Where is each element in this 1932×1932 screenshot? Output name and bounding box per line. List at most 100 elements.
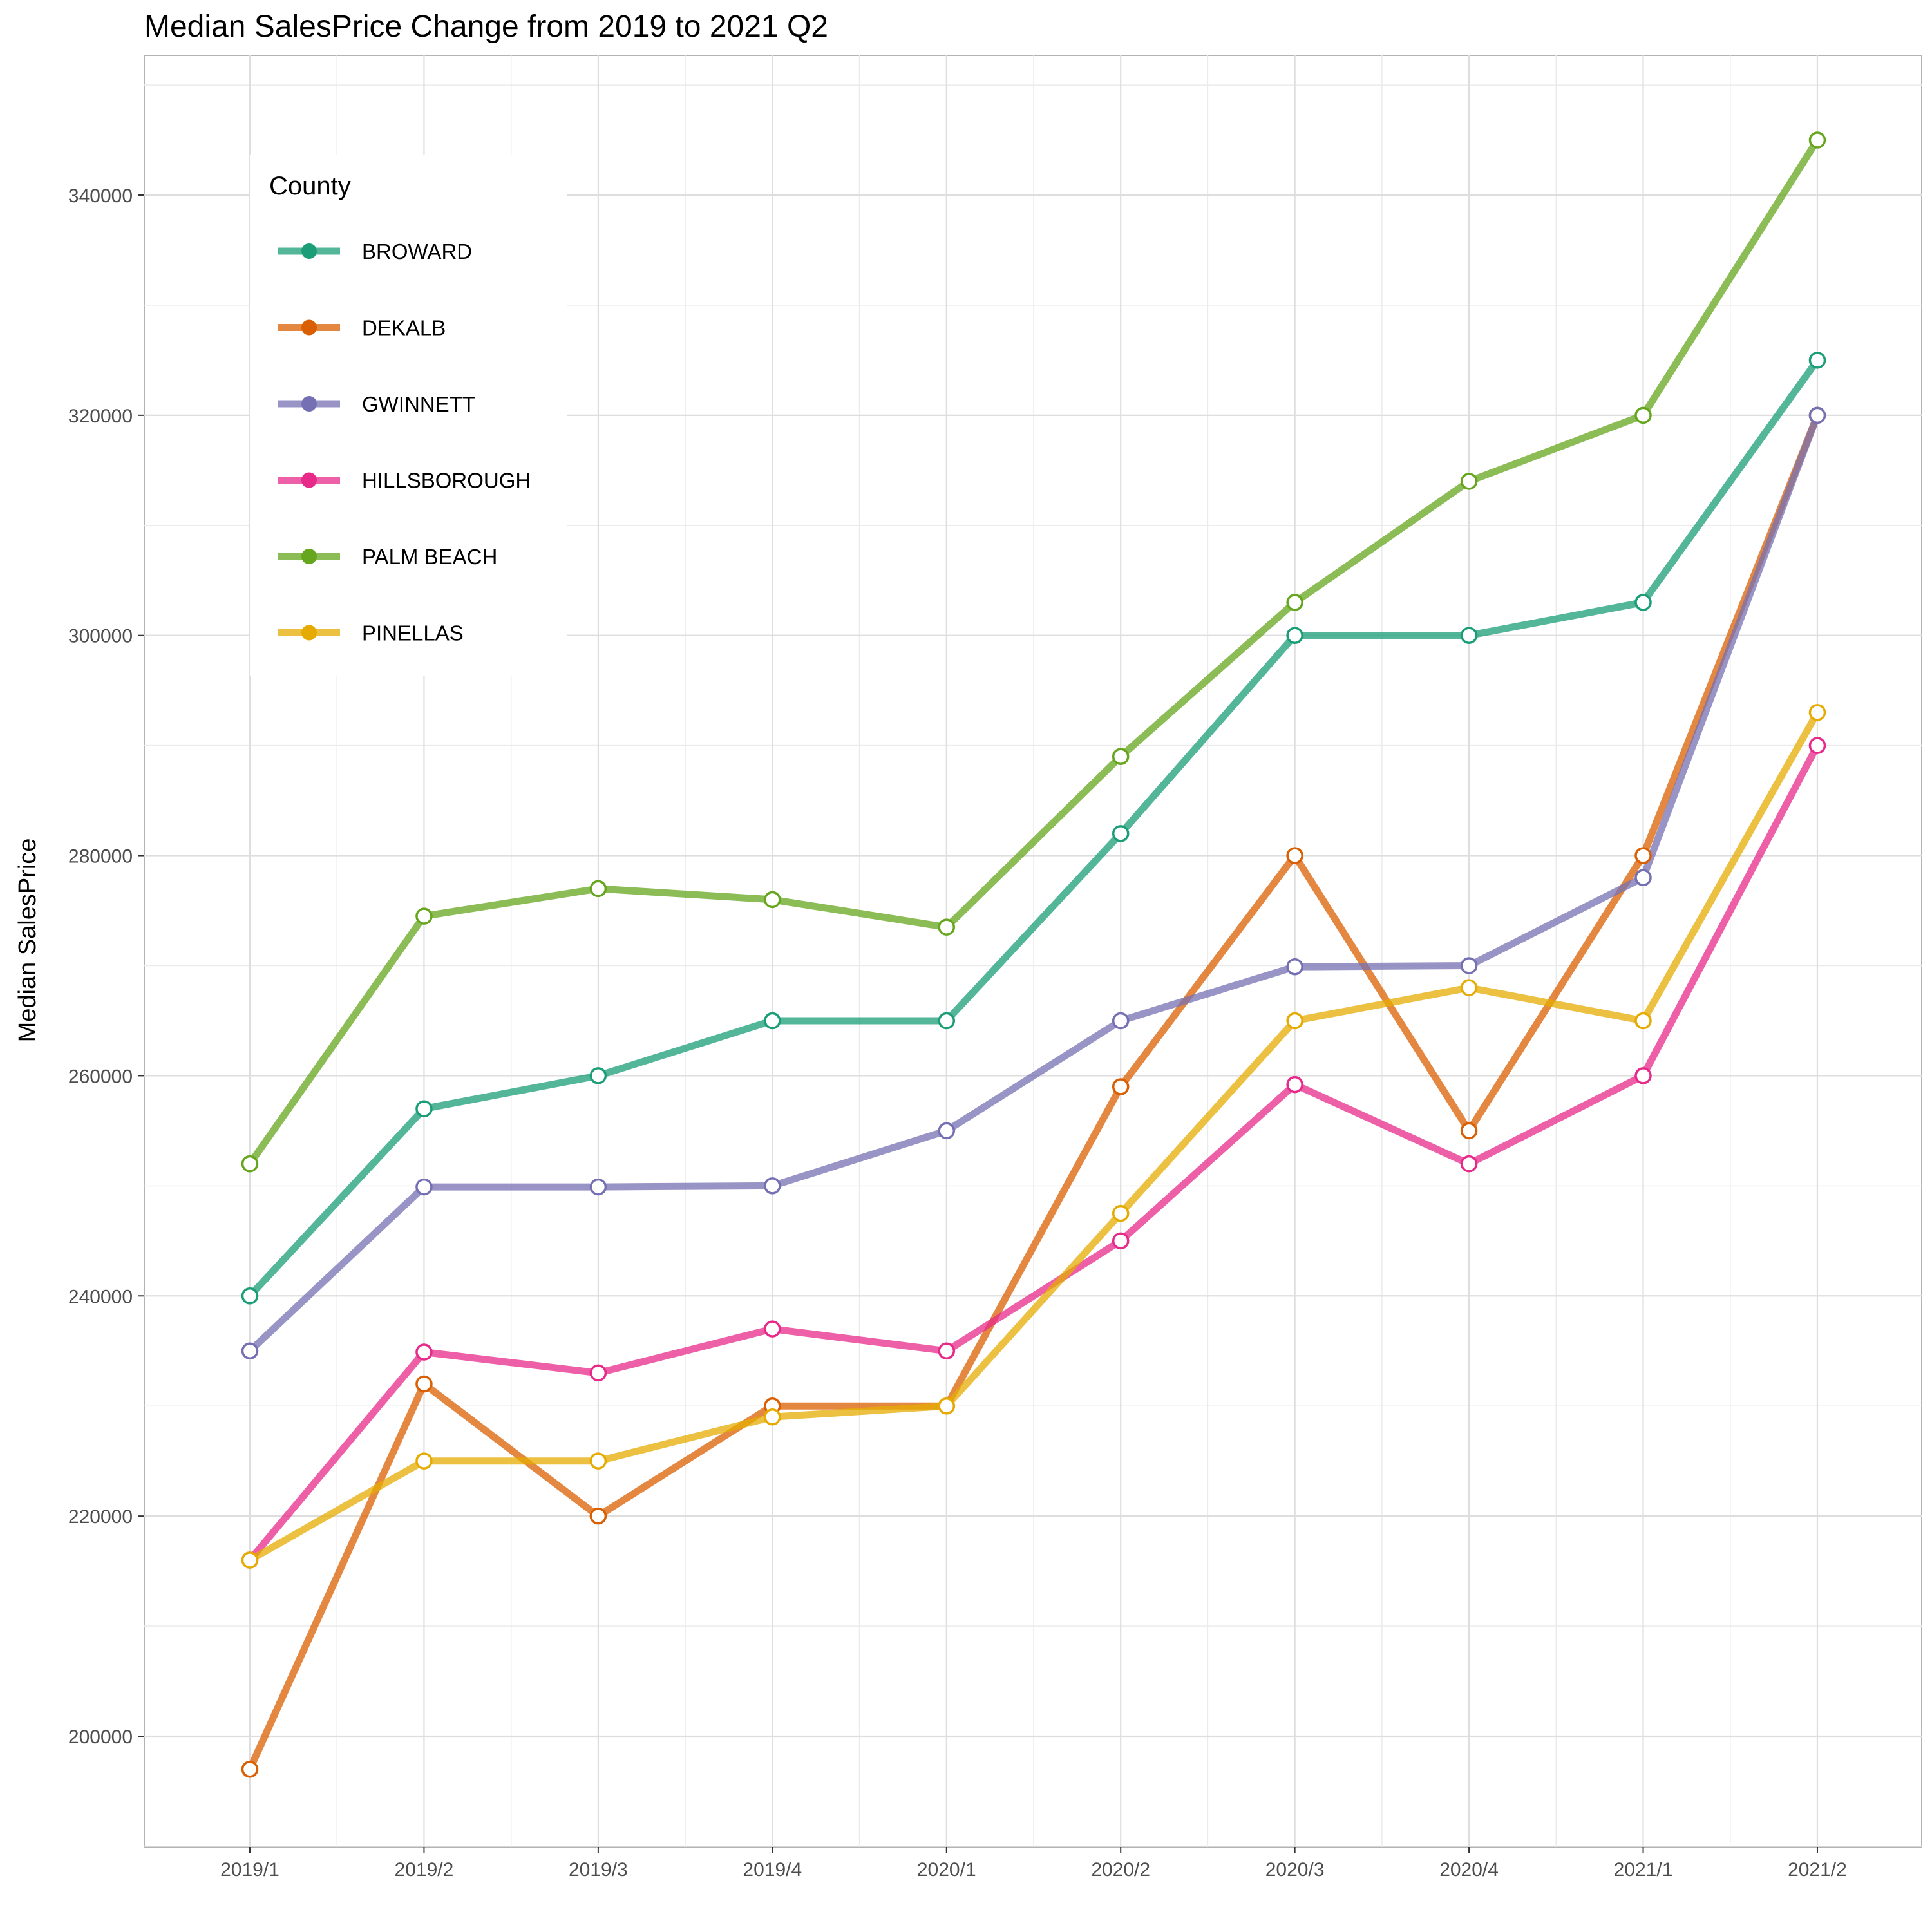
legend-title: County <box>269 172 351 200</box>
data-point-pinellas <box>1808 704 1826 721</box>
x-tick-label: 2020/4 <box>1439 1859 1499 1880</box>
data-point-palm-beach <box>938 918 956 936</box>
x-tick-label: 2021/1 <box>1614 1859 1673 1880</box>
x-axis-ticks: 2019/1 2019/2 2019/3 2019/4 2020/1 2020/2 2020… <box>220 1847 1847 1880</box>
legend-label: HILLSBOROUGH <box>362 469 531 493</box>
series-lines <box>246 138 1821 1771</box>
series-points <box>241 131 1826 1778</box>
data-point-gwinnett <box>1460 957 1478 974</box>
data-point-dekalb <box>1286 847 1303 864</box>
data-point-broward <box>1286 627 1303 644</box>
legend-key-point <box>301 472 317 488</box>
data-point-broward <box>938 1012 956 1030</box>
data-point-palm-beach <box>1286 594 1303 611</box>
y-tick-label: 280000 <box>68 846 133 867</box>
data-point-pinellas <box>764 1408 781 1426</box>
legend-label: PALM BEACH <box>362 545 497 569</box>
data-point-broward <box>1112 825 1130 842</box>
data-point-pinellas <box>241 1551 259 1569</box>
data-point-broward <box>589 1067 607 1084</box>
series-line-broward <box>247 358 1821 1299</box>
data-point-gwinnett <box>1634 869 1652 887</box>
y-axis-title: Median SalesPrice <box>14 838 41 1043</box>
y-tick-label: 240000 <box>68 1286 133 1307</box>
y-tick-label: 320000 <box>68 406 133 427</box>
data-point-pinellas <box>1112 1204 1130 1222</box>
data-point-gwinnett <box>1286 958 1303 976</box>
data-point-gwinnett <box>1808 406 1826 424</box>
legend-background <box>250 155 567 676</box>
data-point-pinellas <box>415 1452 433 1470</box>
series-line-palm-beach <box>247 138 1821 1166</box>
data-point-hillsborough <box>1808 737 1826 754</box>
series-line-hillsborough <box>247 744 1821 1563</box>
data-point-gwinnett <box>938 1122 956 1140</box>
data-point-dekalb <box>241 1761 259 1778</box>
legend-key-point <box>301 549 317 564</box>
y-tick-label: 300000 <box>68 626 133 647</box>
y-tick-label: 220000 <box>68 1506 133 1528</box>
data-point-palm-beach <box>241 1155 259 1173</box>
legend-key-point <box>301 243 317 259</box>
data-point-gwinnett <box>1112 1012 1130 1030</box>
legend-key-point <box>301 319 317 336</box>
legend-label: BROWARD <box>362 240 472 263</box>
legend-label: PINELLAS <box>362 621 464 645</box>
data-point-hillsborough <box>1112 1232 1130 1250</box>
x-tick-label: 2019/3 <box>569 1859 628 1880</box>
series-line-gwinnett <box>247 413 1821 1354</box>
data-point-pinellas <box>1460 979 1478 996</box>
x-tick-label: 2019/1 <box>220 1859 279 1880</box>
data-point-palm-beach <box>1112 748 1130 765</box>
legend-key-point <box>301 625 317 641</box>
x-tick-label: 2019/4 <box>743 1859 802 1880</box>
data-point-dekalb <box>1634 847 1652 864</box>
legend-label: GWINNETT <box>362 392 475 416</box>
data-point-dekalb <box>1112 1078 1130 1095</box>
data-point-hillsborough <box>415 1343 433 1361</box>
legend-label: DEKALB <box>362 316 446 340</box>
legend-item-palm-beach: PALM BEACH <box>278 545 497 569</box>
series-line-pinellas <box>248 710 1821 1564</box>
data-point-pinellas <box>1286 1012 1303 1030</box>
data-point-broward <box>764 1012 781 1030</box>
data-point-broward <box>1634 594 1652 611</box>
data-point-hillsborough <box>1634 1067 1652 1084</box>
x-tick-label: 2020/3 <box>1265 1859 1325 1880</box>
data-point-hillsborough <box>764 1320 781 1338</box>
x-tick-label: 2019/2 <box>395 1859 454 1880</box>
x-tick-label: 2020/1 <box>917 1859 976 1880</box>
data-point-gwinnett <box>241 1342 259 1359</box>
y-tick-label: 340000 <box>68 185 133 207</box>
legend-item-dekalb: DEKALB <box>278 316 446 340</box>
legend-key-point <box>301 396 317 412</box>
data-point-pinellas <box>938 1397 956 1415</box>
legend-item-broward: BROWARD <box>278 240 472 263</box>
data-point-broward <box>1808 352 1826 369</box>
data-point-hillsborough <box>1286 1075 1303 1094</box>
data-point-palm-beach <box>589 880 607 898</box>
y-tick-label: 260000 <box>68 1066 133 1087</box>
legend-item-hillsborough: HILLSBOROUGH <box>278 469 531 493</box>
data-point-dekalb <box>589 1507 607 1525</box>
data-point-hillsborough <box>1460 1155 1478 1173</box>
data-point-hillsborough <box>589 1364 607 1382</box>
legend: County BROWARD DEKALB GWINNETT HILLSBOROUGH P… <box>269 172 531 645</box>
data-point-palm-beach <box>1634 406 1652 424</box>
data-point-gwinnett <box>764 1177 781 1195</box>
legend-item-gwinnett: GWINNETT <box>278 392 475 416</box>
data-point-broward <box>415 1100 433 1117</box>
data-point-palm-beach <box>415 907 433 925</box>
data-point-pinellas <box>589 1452 607 1470</box>
data-point-dekalb <box>415 1375 433 1393</box>
legend-item-pinellas: PINELLAS <box>278 621 464 645</box>
x-tick-label: 2021/2 <box>1788 1859 1847 1880</box>
data-point-dekalb <box>1460 1122 1478 1140</box>
data-point-broward <box>241 1287 259 1305</box>
data-point-gwinnett <box>415 1178 433 1196</box>
data-point-pinellas <box>1634 1012 1652 1030</box>
series-line-dekalb <box>246 413 1821 1771</box>
data-point-hillsborough <box>938 1342 956 1359</box>
data-point-gwinnett <box>589 1178 607 1196</box>
